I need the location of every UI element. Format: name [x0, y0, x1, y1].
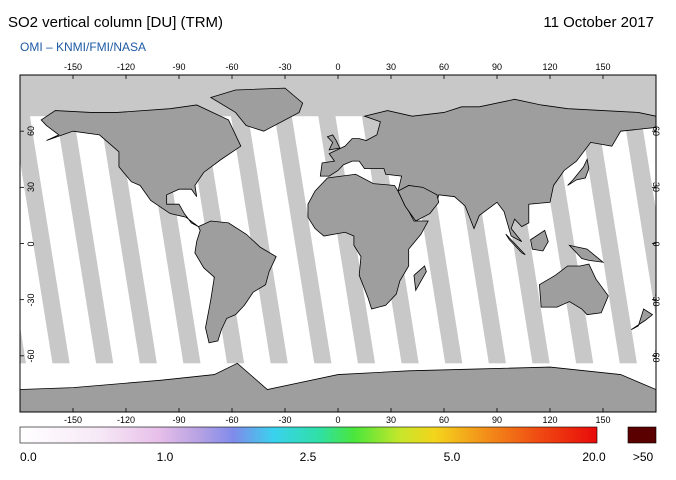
longitude-label-top: 120 — [542, 62, 558, 72]
landmass-great-britain — [326, 134, 341, 151]
colorbar-label-overflow: >50 — [632, 450, 654, 464]
longitude-label-bottom: 150 — [595, 415, 611, 425]
landmass-antarctica — [20, 362, 656, 412]
landmass-sumatra — [505, 233, 526, 256]
latitude-label-left: 60 — [26, 126, 36, 137]
longitude-label-top: 90 — [491, 62, 503, 72]
colorbar-overflow-swatch — [627, 426, 657, 444]
longitude-label-top: -150 — [63, 62, 83, 72]
landmass-japan — [567, 157, 590, 186]
orbit-swath — [29, 116, 97, 368]
landmass-greenland — [209, 87, 304, 132]
latitude-label-left: -30 — [26, 293, 36, 307]
latitude-label-right: -30 — [651, 293, 661, 307]
orbit-swath — [291, 116, 359, 368]
latitude-label-right: 0 — [651, 240, 661, 247]
longitude-label-bottom: -90 — [172, 415, 186, 425]
latitude-label-left: 0 — [26, 240, 36, 247]
data-source-credit: OMI – KNMI/FMI/NASA — [20, 40, 147, 54]
latitude-label-right: 60 — [651, 126, 661, 137]
latitude-label-left: 30 — [26, 182, 36, 193]
landmass-arabia — [397, 185, 440, 222]
orbit-swath — [640, 116, 656, 211]
longitude-label-top: 150 — [595, 62, 611, 72]
landmass-madagascar — [413, 265, 427, 292]
longitude-label-bottom: 90 — [491, 415, 503, 425]
colorbar-label-3: 5.0 — [443, 450, 461, 464]
orbit-swath — [248, 116, 315, 368]
landmass-north-america — [40, 104, 242, 228]
latitude-label-right: -60 — [651, 349, 661, 363]
longitude-label-top: 0 — [335, 62, 341, 72]
landmass-borneo — [530, 229, 549, 252]
longitude-label-bottom: 120 — [542, 415, 558, 425]
latitude-label-left: -60 — [26, 349, 36, 363]
longitude-label-top: -30 — [278, 62, 292, 72]
continents — [20, 87, 656, 412]
longitude-label-top: 60 — [438, 62, 450, 72]
colorbar-scale — [19, 426, 598, 444]
longitude-label-bottom: 30 — [385, 415, 397, 425]
longitude-label-top: -120 — [116, 62, 136, 72]
longitude-label-bottom: -60 — [225, 415, 239, 425]
longitude-label-bottom: 60 — [438, 415, 450, 425]
longitude-label-top: -90 — [172, 62, 186, 72]
longitude-label-top: -60 — [225, 62, 239, 72]
graticule-ticks — [20, 75, 656, 412]
map-title: SO2 vertical column [DU] (TRM) — [8, 14, 224, 31]
longitude-label-bottom: -120 — [116, 415, 136, 425]
orbit-swath — [597, 116, 656, 368]
longitude-label-top: 30 — [385, 62, 397, 72]
colorbar-label-0: 0.0 — [20, 450, 37, 464]
colorbar-label-2: 2.5 — [299, 450, 317, 464]
colorbar-label-4: 20.0 — [582, 450, 606, 464]
latitude-label-right: 30 — [651, 182, 661, 193]
landmass-south-america — [194, 220, 277, 344]
landmass-new-guinea — [568, 244, 605, 263]
colorbar-label-1: 1.0 — [156, 450, 174, 464]
landmass-africa — [307, 173, 429, 310]
map-date: 11 October 2017 — [543, 14, 654, 31]
orbit-swath — [73, 116, 141, 368]
longitude-label-bottom: -150 — [63, 415, 83, 425]
map-area — [0, 75, 656, 412]
landmass-australia — [538, 263, 609, 316]
landmass-eurasia — [319, 98, 656, 242]
orbit-swath — [20, 160, 54, 368]
longitude-label-bottom: -30 — [278, 415, 292, 425]
longitude-label-bottom: 0 — [335, 415, 341, 425]
landmass-new-zealand — [631, 308, 654, 330]
orbit-swath — [0, 116, 9, 367]
